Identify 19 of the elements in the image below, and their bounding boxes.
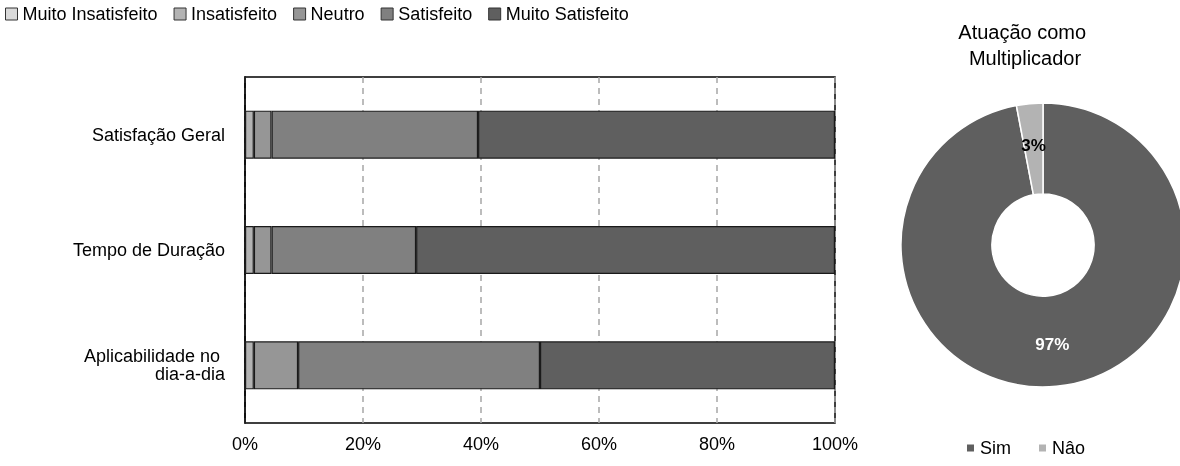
legend-label: Muito Satisfeito	[505, 4, 629, 24]
x-tick-label: 40%	[462, 434, 500, 454]
data-label: 97%	[1035, 334, 1070, 354]
x-tick-label: 80%	[698, 434, 736, 454]
legend-label: Nâo	[1051, 438, 1086, 458]
legend-label: Satisfeito	[398, 4, 473, 24]
chart-title: Atuação como Multiplicador	[958, 21, 1092, 69]
y-tick-label: Tempo de Duração	[72, 240, 225, 260]
x-tick-label: 60%	[580, 434, 618, 454]
y-tick-label: Satisfação Geral	[91, 124, 225, 145]
legend-label: Insatisfeito	[191, 4, 278, 24]
y-tick-label: Aplicabilidade no dia-a-dia	[83, 346, 226, 385]
legend-label: Sim	[979, 438, 1011, 458]
legend-label: Muito Insatisfeito	[22, 4, 158, 24]
legend-label: Neutro	[310, 4, 365, 24]
data-label: 3%	[1021, 136, 1046, 156]
x-tick-label: 20%	[344, 434, 382, 454]
x-tick-label: 100%	[811, 434, 859, 454]
x-tick-label: 0%	[231, 434, 259, 454]
